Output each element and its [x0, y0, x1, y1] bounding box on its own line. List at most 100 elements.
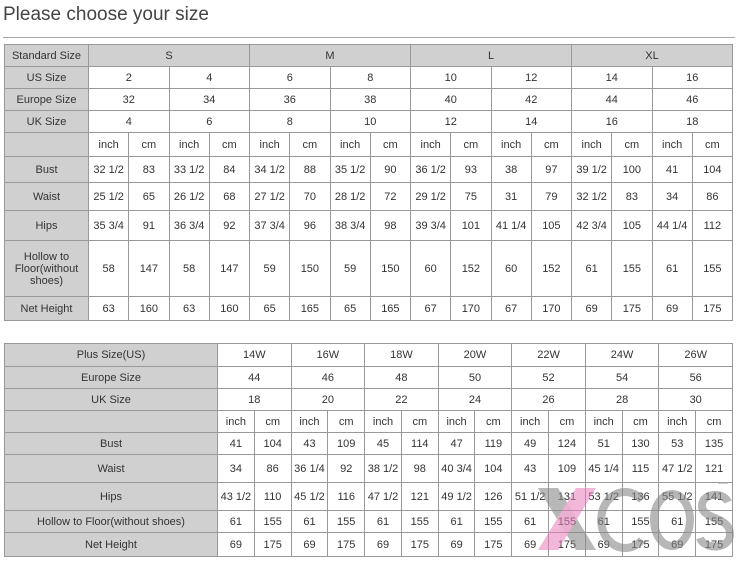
table-cell: 136: [621, 482, 660, 511]
table-cell: 56: [658, 366, 733, 389]
unit-label: inch: [658, 410, 697, 433]
table-cell: 44: [217, 366, 292, 389]
table-cell: 175: [691, 296, 734, 321]
table-cell: 150: [289, 240, 331, 297]
table-row: Net Height 69 175 69 175 69 175 69 175 69 175 69 175…: [4, 532, 733, 557]
table-cell: 61: [364, 510, 402, 533]
row-label: Waist: [4, 182, 89, 211]
table-cell: 119: [474, 432, 513, 455]
table-cell: 175: [621, 532, 660, 557]
table-cell: 58: [87, 240, 130, 297]
table-cell: 61: [217, 510, 255, 533]
unit-label: inch: [570, 132, 613, 157]
table-cell: 32: [88, 88, 170, 111]
unit-label: cm: [548, 410, 586, 433]
table-cell: 43 1/2: [217, 482, 255, 511]
size-header: 20W: [437, 343, 513, 367]
row-label: Europe Size: [4, 366, 218, 389]
table-cell: 155: [548, 510, 586, 533]
table-cell: 60: [409, 240, 452, 297]
table-cell: 115: [621, 454, 660, 483]
table-cell: 28: [584, 388, 660, 411]
table-cell: 175: [253, 532, 292, 557]
table-cell: 69: [584, 532, 623, 557]
row-label: Net Height: [4, 532, 218, 557]
table-cell: 25 1/2: [87, 182, 130, 211]
table-cell: 175: [611, 296, 653, 321]
table-cell: 24: [437, 388, 513, 411]
table-cell: 69: [658, 532, 697, 557]
table-cell: 104: [691, 156, 734, 183]
table-cell: 18: [651, 110, 733, 133]
table-cell: 104: [253, 432, 292, 455]
table-cell: 32 1/2: [570, 182, 613, 211]
table-cell: 109: [548, 454, 586, 483]
unit-label: inch: [364, 410, 402, 433]
table-cell: 30: [658, 388, 733, 411]
unit-label: cm: [621, 410, 660, 433]
unit-label: inch: [409, 132, 452, 157]
table-cell: 47: [437, 432, 476, 455]
unit-label: cm: [450, 132, 492, 157]
table-cell: 84: [208, 156, 251, 183]
row-label: UK Size: [4, 110, 89, 133]
header-row: Standard Size S M L XL: [4, 44, 733, 67]
table-cell: 59: [329, 240, 371, 297]
table-row: Hips 43 1/2 110 45 1/2 116 47 1/2 121 49 1/2 126…: [4, 482, 733, 511]
unit-label: cm: [611, 132, 653, 157]
table-cell: 61: [511, 510, 550, 533]
table-cell: 91: [128, 210, 170, 241]
table-cell: 69: [290, 532, 329, 557]
table-cell: 104: [474, 454, 513, 483]
table-cell: 63: [168, 296, 210, 321]
table-cell: 36: [249, 88, 331, 111]
table-cell: 12: [410, 110, 492, 133]
table-cell: 35 1/2: [329, 156, 371, 183]
table-cell: 69: [364, 532, 402, 557]
table-cell: 52: [511, 366, 586, 389]
units-row: inch cm inch cm inch cm inch cm inch cm inch cm inch…: [4, 132, 734, 157]
unit-label: inch: [651, 132, 693, 157]
table-cell: 175: [548, 532, 586, 557]
unit-label: cm: [400, 410, 439, 433]
row-label: UK Size: [4, 388, 218, 411]
table-cell: 36 1/4: [290, 454, 329, 483]
table-row: Europe Size 32 34 36 38 40 42 44 46: [4, 88, 733, 111]
unit-label: inch: [248, 132, 291, 157]
unit-label: inch: [290, 410, 329, 433]
table-cell: 14: [571, 66, 653, 89]
unit-label: inch: [87, 132, 130, 157]
table-cell: 130: [621, 432, 660, 455]
table-cell: 70: [289, 182, 331, 211]
table-cell: 121: [695, 454, 733, 483]
unit-label: inch: [584, 410, 623, 433]
table-cell: 155: [621, 510, 660, 533]
table-row: Waist 34 86 36 1/4 92 38 1/2 98 40 3/4 104 43 109 4…: [4, 454, 733, 483]
table-cell: 175: [474, 532, 513, 557]
size-header: 16W: [290, 343, 366, 367]
row-label: Standard Size: [4, 44, 89, 67]
table-cell: 6: [168, 110, 250, 133]
table-cell: 69: [511, 532, 550, 557]
table-cell: 41: [217, 432, 255, 455]
table-row: Europe Size 44 46 48 50 52 54 56: [4, 366, 733, 389]
unit-label: cm: [369, 132, 412, 157]
table-cell: 116: [327, 482, 366, 511]
row-label: [4, 410, 218, 433]
unit-label: inch: [437, 410, 476, 433]
plus-size-table: Plus Size(US) 14W 16W 18W 20W 22W 24W 26W Europe…: [4, 343, 733, 557]
table-cell: 39 3/4: [409, 210, 452, 241]
table-cell: 43: [511, 454, 550, 483]
size-header: 14W: [217, 343, 292, 367]
table-cell: 68: [208, 182, 251, 211]
table-cell: 61: [290, 510, 329, 533]
units-row: inch cm inch cm inch cm inch cm inch cm inch cm inch…: [4, 410, 733, 433]
table-cell: 4: [168, 66, 250, 89]
table-cell: 34 1/2: [248, 156, 291, 183]
table-cell: 75: [450, 182, 492, 211]
table-cell: 155: [327, 510, 366, 533]
table-cell: 97: [530, 156, 573, 183]
table-cell: 110: [253, 482, 292, 511]
row-label: Net Height: [4, 296, 89, 321]
size-header: 24W: [584, 343, 660, 367]
